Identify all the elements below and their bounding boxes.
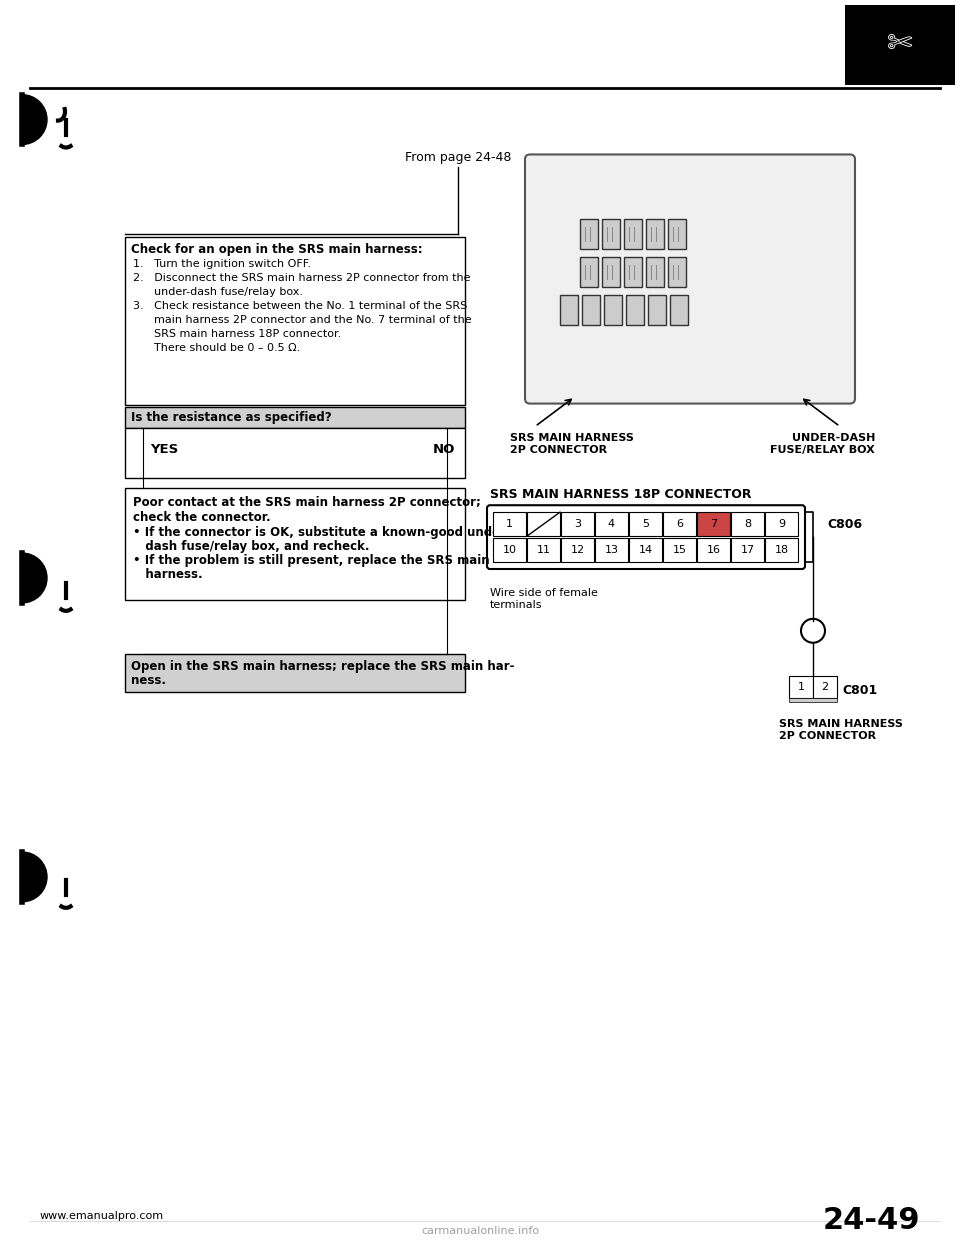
Bar	[663, 512, 696, 537]
Text: dash fuse/relay box, and recheck.: dash fuse/relay box, and recheck.	[133, 540, 370, 553]
Bar	[595, 512, 628, 537]
Text: check the connector.: check the connector.	[133, 512, 271, 524]
Wedge shape	[22, 553, 47, 602]
Bar	[629, 538, 662, 563]
FancyBboxPatch shape	[525, 154, 855, 404]
Bar	[731, 512, 764, 537]
Bar	[602, 220, 620, 250]
Text: From page 24-48: From page 24-48	[405, 152, 511, 164]
Text: 5: 5	[642, 519, 649, 529]
Bar	[125, 488, 465, 600]
Bar	[731, 538, 764, 563]
Bar	[624, 257, 642, 287]
Text: C801: C801	[842, 684, 877, 697]
Text: SRS MAIN HARNESS
2P CONNECTOR: SRS MAIN HARNESS 2P CONNECTOR	[779, 719, 902, 741]
Bar	[527, 512, 560, 537]
Bar	[125, 237, 465, 405]
Bar	[765, 538, 798, 563]
Text: Open in the SRS main harness; replace the SRS main har-: Open in the SRS main harness; replace th…	[131, 660, 515, 673]
Text: • If the problem is still present, replace the SRS main: • If the problem is still present, repla…	[133, 554, 490, 568]
Bar	[561, 512, 594, 537]
Bar	[646, 257, 664, 287]
Text: SRS MAIN HARNESS 18P CONNECTOR: SRS MAIN HARNESS 18P CONNECTOR	[490, 488, 752, 502]
Text: 15: 15	[673, 545, 686, 555]
Bar	[663, 538, 696, 563]
Text: 16: 16	[707, 545, 721, 555]
Bar	[125, 653, 465, 692]
Text: www.emanualpro.com: www.emanualpro.com	[40, 1211, 164, 1221]
Text: ✄: ✄	[887, 30, 913, 60]
Text: 3: 3	[574, 519, 581, 529]
Bar	[493, 512, 526, 537]
Text: 2: 2	[822, 682, 828, 692]
Text: 18: 18	[775, 545, 788, 555]
FancyBboxPatch shape	[487, 505, 805, 569]
Text: SRS MAIN HARNESS
2P CONNECTOR: SRS MAIN HARNESS 2P CONNECTOR	[510, 433, 634, 455]
Bar	[604, 294, 622, 325]
Text: 4: 4	[608, 519, 615, 529]
Text: Wire side of female
terminals: Wire side of female terminals	[490, 587, 598, 610]
Bar	[125, 428, 465, 478]
Text: 1.   Turn the ignition switch OFF.: 1. Turn the ignition switch OFF.	[133, 260, 311, 270]
Text: 24-49: 24-49	[823, 1206, 920, 1235]
Bar	[697, 538, 730, 563]
Bar	[648, 294, 666, 325]
Bar	[845, 5, 955, 84]
Text: 2.   Disconnect the SRS main harness 2P connector from the: 2. Disconnect the SRS main harness 2P co…	[133, 273, 470, 283]
Bar	[668, 257, 686, 287]
Text: under-dash fuse/relay box.: under-dash fuse/relay box.	[133, 287, 303, 297]
Bar	[624, 220, 642, 250]
Text: UNDER-DASH
FUSE/RELAY BOX: UNDER-DASH FUSE/RELAY BOX	[770, 433, 875, 455]
Text: 10: 10	[502, 545, 516, 555]
Text: 8: 8	[744, 519, 751, 529]
Text: 13: 13	[605, 545, 618, 555]
Bar	[602, 257, 620, 287]
Text: 1: 1	[506, 519, 513, 529]
Bar	[125, 406, 465, 428]
Bar	[697, 512, 730, 537]
Text: 1: 1	[798, 682, 804, 692]
Bar	[668, 220, 686, 250]
Bar	[595, 538, 628, 563]
Text: There should be 0 – 0.5 Ω.: There should be 0 – 0.5 Ω.	[133, 343, 300, 353]
Text: 12: 12	[570, 545, 585, 555]
Text: main harness 2P connector and the No. 7 terminal of the: main harness 2P connector and the No. 7 …	[133, 315, 471, 325]
Bar	[561, 538, 594, 563]
Text: 11: 11	[537, 545, 550, 555]
Bar	[670, 294, 688, 325]
Bar	[626, 294, 644, 325]
Text: YES: YES	[150, 443, 179, 457]
Bar	[789, 676, 813, 698]
Text: 17: 17	[740, 545, 755, 555]
Bar	[813, 676, 837, 698]
Text: • If the connector is OK, substitute a known-good under-: • If the connector is OK, substitute a k…	[133, 527, 511, 539]
Text: harness.: harness.	[133, 568, 203, 581]
Wedge shape	[22, 852, 47, 902]
Text: carmanualonline.info: carmanualonline.info	[420, 1226, 540, 1236]
Bar	[582, 294, 600, 325]
Bar	[527, 538, 560, 563]
Text: ness.: ness.	[131, 673, 166, 687]
Text: C806: C806	[827, 518, 862, 530]
Text: 7: 7	[710, 519, 717, 529]
Text: 3.   Check resistance between the No. 1 terminal of the SRS: 3. Check resistance between the No. 1 te…	[133, 301, 468, 310]
Text: SRS main harness 18P connector.: SRS main harness 18P connector.	[133, 329, 341, 339]
Text: 14: 14	[638, 545, 653, 555]
Wedge shape	[22, 94, 47, 144]
Text: Is the resistance as specified?: Is the resistance as specified?	[131, 411, 331, 424]
Bar	[789, 698, 837, 702]
Text: Poor contact at the SRS main harness 2P connector;: Poor contact at the SRS main harness 2P …	[133, 497, 481, 509]
Bar	[580, 257, 598, 287]
Bar	[580, 220, 598, 250]
Bar	[629, 512, 662, 537]
Text: 9: 9	[778, 519, 785, 529]
Text: 6: 6	[676, 519, 683, 529]
Bar	[646, 220, 664, 250]
Bar	[560, 294, 578, 325]
Bar	[493, 538, 526, 563]
Text: Check for an open in the SRS main harness:: Check for an open in the SRS main harnes…	[131, 243, 422, 256]
Text: NO: NO	[433, 443, 455, 457]
Bar	[765, 512, 798, 537]
